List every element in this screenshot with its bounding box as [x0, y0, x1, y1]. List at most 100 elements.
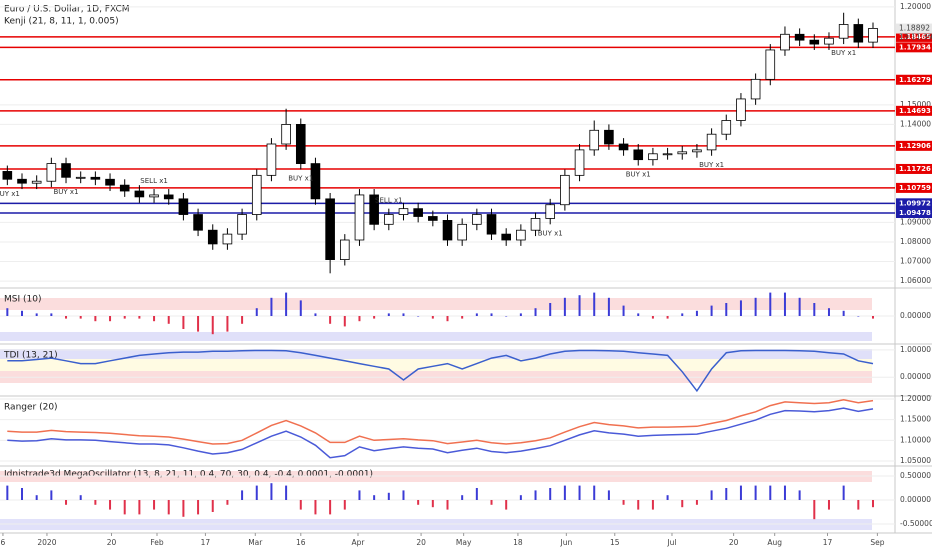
level-label: 1.14693	[899, 107, 931, 115]
level-tag	[896, 182, 932, 193]
x-tick-label: Jul	[666, 538, 676, 547]
histogram-bar	[578, 485, 581, 500]
candle-body	[604, 129, 614, 145]
histogram-bar	[475, 487, 478, 500]
candle-body	[222, 233, 233, 245]
x-tick-label: Jun	[559, 538, 572, 547]
panel-title: TDI (13, 21)	[3, 351, 58, 361]
x-tick-label: Feb	[150, 538, 164, 547]
last-price: 1.18892	[899, 24, 930, 33]
x-tick-label: Aug	[767, 538, 782, 547]
histogram-bar	[651, 499, 654, 510]
histogram-bar	[505, 499, 508, 510]
histogram-bar	[109, 499, 112, 510]
candle-body	[295, 124, 306, 164]
y-tick-label: 1.05000	[900, 456, 931, 465]
histogram-bar	[871, 499, 874, 508]
histogram-bar	[563, 297, 566, 316]
indicator-line	[7, 349, 874, 393]
candle-body	[281, 124, 291, 145]
candle-body	[750, 78, 761, 100]
histogram-bar	[710, 490, 713, 500]
histogram-bar	[534, 490, 537, 500]
candle-body	[310, 163, 321, 200]
candle-body	[794, 33, 805, 41]
histogram-bar	[578, 295, 581, 316]
histogram-bar	[299, 499, 302, 510]
histogram-bar	[681, 313, 684, 316]
histogram-bar	[285, 292, 288, 316]
candle-body	[442, 220, 453, 241]
y-tick-label: 1.06000	[900, 276, 931, 285]
candle-body	[325, 198, 335, 260]
histogram-bar	[65, 499, 68, 505]
signal-label: BUY x1	[288, 174, 313, 182]
level-tag	[896, 74, 932, 85]
candle-body	[501, 233, 511, 241]
histogram-bar	[417, 499, 420, 505]
candle-body	[413, 208, 423, 217]
x-tick-label: Mar	[248, 538, 263, 547]
candle-body	[149, 194, 159, 198]
histogram-bar	[167, 316, 170, 324]
indicator-line	[7, 399, 874, 445]
histogram-bar	[50, 490, 53, 500]
histogram-bar	[461, 495, 464, 500]
histogram-bar	[358, 316, 361, 322]
histogram-bar	[490, 499, 493, 505]
histogram-bar	[813, 303, 816, 316]
candle-body	[75, 176, 86, 179]
x-tick-label: 17	[201, 538, 211, 547]
histogram-bar	[666, 495, 669, 500]
y-tick-label: 1.09000	[900, 217, 931, 226]
histogram-bar	[109, 316, 112, 322]
histogram-bar	[270, 297, 273, 316]
histogram-bar	[241, 490, 244, 500]
candle-body	[545, 204, 556, 219]
histogram-bar	[798, 490, 801, 500]
candle-body	[193, 214, 203, 231]
y-tick-label: 1.07000	[900, 257, 931, 266]
histogram-bar	[329, 499, 332, 515]
level-tag	[896, 31, 932, 42]
candle-body	[2, 171, 13, 180]
level-label: 1.10759	[899, 184, 931, 192]
indicator-line	[7, 407, 874, 459]
histogram-bar	[299, 300, 302, 316]
y-tick-label: 1.10000	[900, 435, 931, 444]
signal-label: SELL x1	[375, 197, 403, 205]
signal-label: BUY x1	[0, 190, 20, 198]
x-tick-label: 15	[610, 538, 620, 547]
histogram-bar	[387, 492, 390, 500]
histogram-bar	[6, 485, 9, 500]
candle-body	[178, 198, 189, 215]
candle-body	[692, 149, 702, 153]
x-tick-label: 18	[513, 538, 523, 547]
x-tick-label: Apr	[352, 538, 366, 547]
histogram-bar	[431, 499, 434, 508]
x-tick-label: 20	[107, 538, 117, 547]
histogram-bar	[783, 485, 786, 500]
candle-body	[662, 153, 673, 156]
histogram-bar	[123, 499, 126, 515]
histogram-bar	[387, 313, 390, 316]
histogram-bar	[725, 487, 728, 500]
histogram-bar	[651, 316, 654, 319]
histogram-bar	[197, 316, 200, 332]
candle-body	[618, 143, 629, 151]
histogram-bar	[827, 499, 830, 510]
histogram-bar	[153, 499, 156, 510]
histogram-bar	[138, 499, 141, 515]
histogram-bar	[182, 499, 185, 517]
signal-label: SELL x1	[140, 177, 168, 185]
histogram-bar	[314, 313, 317, 316]
indicator-label: Kenji (21, 8, 11, 1, 0.005)	[4, 17, 119, 27]
histogram-bar	[402, 313, 405, 316]
histogram-bar	[681, 499, 684, 508]
histogram-bar	[402, 490, 405, 500]
level-tag	[896, 140, 932, 151]
candle-body	[31, 180, 42, 184]
histogram-bar	[549, 487, 552, 500]
